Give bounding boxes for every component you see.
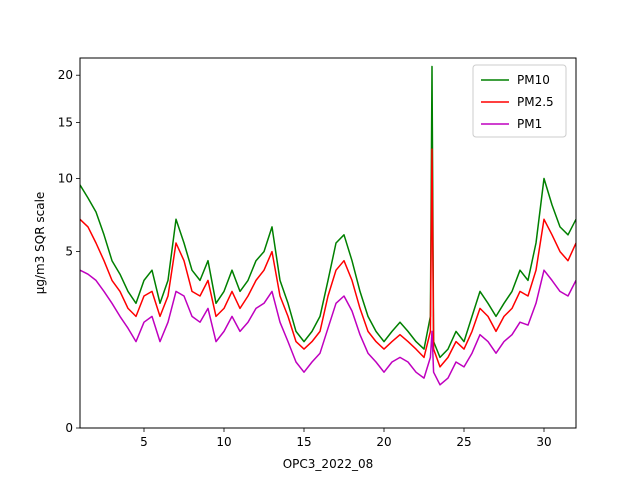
series-line-1 xyxy=(80,148,576,368)
x-tick-label: 15 xyxy=(296,435,311,449)
y-tick-label: 15 xyxy=(58,115,73,129)
y-tick-label: 10 xyxy=(58,172,73,186)
y-axis-label: µg/m3 SQR scale xyxy=(33,192,47,295)
x-tick-label: 30 xyxy=(536,435,551,449)
x-tick-label: 5 xyxy=(140,435,148,449)
x-tick-label: 20 xyxy=(376,435,391,449)
x-axis-label: OPC3_2022_08 xyxy=(283,457,374,471)
legend-label-1: PM2.5 xyxy=(517,95,554,109)
y-tick-label: 5 xyxy=(65,245,73,259)
y-axis-ticks: 0 5 10 15 20 xyxy=(58,68,80,435)
y-tick-label: 0 xyxy=(65,421,73,435)
legend: PM10 PM2.5 PM1 xyxy=(472,64,567,138)
legend-box xyxy=(472,64,567,138)
series-line-2 xyxy=(80,269,576,386)
y-tick-label: 20 xyxy=(58,68,73,82)
x-tick-label: 25 xyxy=(456,435,471,449)
x-tick-label: 10 xyxy=(216,435,231,449)
x-axis-ticks: 5 10 15 20 25 30 xyxy=(140,428,552,449)
legend-label-2: PM1 xyxy=(517,117,542,131)
plot-area-frame xyxy=(79,57,577,429)
legend-label-0: PM10 xyxy=(517,73,550,87)
series-layer xyxy=(80,65,576,386)
series-line-0 xyxy=(80,65,576,359)
